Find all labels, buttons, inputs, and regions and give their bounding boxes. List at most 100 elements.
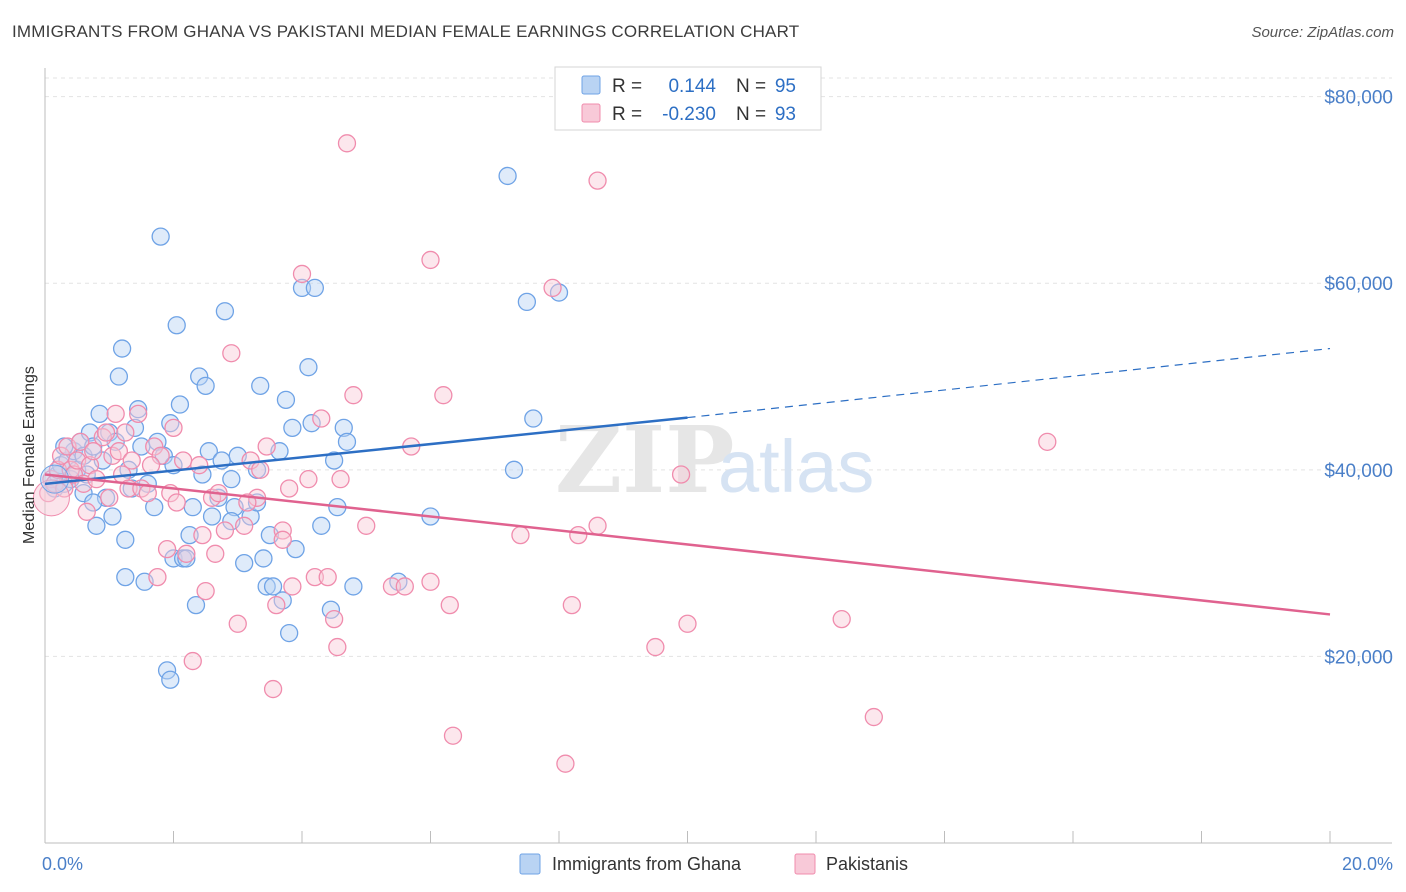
pakistani-point — [96, 423, 116, 442]
pakistani-point — [299, 470, 318, 489]
pakistani-point — [283, 577, 302, 596]
ghana-point — [283, 418, 302, 437]
pakistani-point — [145, 437, 164, 456]
pakistani-point — [569, 525, 588, 545]
x-tick-labels: 0.0% 20.0% — [42, 854, 1393, 874]
pakistani-point — [148, 567, 167, 587]
pakistani-point — [235, 516, 254, 535]
pakistani-point — [193, 525, 212, 545]
pakistani-point — [106, 404, 125, 424]
ghana-point — [109, 367, 129, 386]
pakistani-point — [312, 409, 331, 428]
pakistani-point — [167, 493, 186, 512]
ghana-point — [202, 507, 222, 526]
watermark-zip: ZIP — [555, 406, 734, 514]
pakistani-point — [421, 250, 440, 270]
series-legend: Immigrants from Ghana Pakistanis — [519, 853, 908, 875]
stats-n-label-ghana: N = — [736, 76, 766, 97]
stats-legend-swatch-ghana — [581, 75, 601, 95]
pakistani-point — [84, 442, 103, 461]
pakistani-point — [331, 470, 350, 489]
ghana-point — [254, 549, 273, 568]
pakistani-point — [267, 595, 286, 615]
pakistani-point — [206, 544, 225, 563]
ghana-point — [190, 367, 209, 386]
ghana-point — [257, 577, 276, 596]
pakistani-point — [382, 577, 402, 596]
pakistani-point — [71, 432, 90, 451]
x-tick-label: 0.0% — [42, 854, 83, 874]
ghana-point — [170, 395, 190, 414]
ghana-point — [504, 460, 524, 479]
ghana-point — [199, 442, 218, 461]
pakistani-point — [164, 418, 183, 437]
ghana-point — [116, 530, 135, 549]
pakistani-point — [832, 609, 851, 629]
ghana-point — [177, 549, 196, 568]
pakistani-point — [562, 595, 581, 615]
trend-lines — [44, 347, 1331, 616]
y-axis-label: Median Female Earnings — [21, 366, 38, 544]
pakistani-point — [222, 344, 241, 363]
ghana-point — [251, 376, 270, 396]
ghana-point — [305, 278, 325, 298]
pakistani-point — [263, 679, 283, 699]
pakistani-point — [440, 595, 459, 615]
stats-r-value-pakistanis: -0.230 — [662, 104, 716, 125]
ghana-point — [186, 595, 206, 615]
y-tick-label: $60,000 — [1324, 274, 1393, 295]
source-label: Source: ZipAtlas.com — [1251, 24, 1394, 41]
watermark-atlas: atlas — [718, 425, 874, 508]
pakistani-point — [328, 637, 347, 657]
ghana-point — [74, 484, 93, 503]
pakistani-point — [434, 386, 453, 405]
data-points — [32, 134, 1057, 773]
ghana-point — [498, 166, 517, 186]
pakistani-point — [116, 423, 135, 442]
pakistani-point — [190, 456, 209, 475]
ghana-point — [279, 623, 299, 643]
stats-n-value-ghana: 95 — [775, 76, 796, 97]
y-tick-label: $20,000 — [1324, 647, 1393, 668]
pakistani-point — [228, 614, 247, 633]
ghana-point — [125, 418, 145, 437]
pakistani-point — [678, 614, 697, 633]
ghana-point — [517, 292, 537, 312]
pakistani-point — [32, 479, 70, 517]
series-legend-label-ghana: Immigrants from Ghana — [552, 854, 742, 874]
stats-r-label-ghana: R = — [612, 76, 642, 97]
pakistani-point — [196, 581, 215, 601]
pakistani-point — [109, 442, 129, 461]
pakistani-point — [556, 754, 575, 773]
pakistani-point — [588, 516, 607, 535]
stats-n-label-pakistanis: N = — [736, 104, 766, 125]
ghana-point — [40, 464, 70, 494]
stats-r-value-ghana: 0.144 — [668, 76, 716, 97]
stats-legend-swatch-pakistanis — [581, 103, 601, 123]
ghana-point — [292, 278, 312, 298]
series-legend-swatch-ghana — [519, 853, 541, 875]
ghana-point — [312, 516, 331, 535]
pakistani-point — [157, 539, 177, 559]
ghana-point — [196, 376, 215, 396]
watermark: ZIP atlas — [555, 406, 874, 514]
ghana-point — [286, 539, 305, 559]
ghana-point — [151, 227, 170, 246]
ghana-point — [215, 302, 235, 321]
pakistani-point — [543, 278, 562, 298]
stats-n-value-pakistanis: 93 — [775, 104, 796, 125]
ghana-point — [337, 432, 357, 451]
pakistani-point — [318, 567, 337, 587]
series-legend-swatch-pakistanis — [794, 853, 816, 875]
pakistani-point — [257, 437, 276, 456]
chart-title: IMMIGRANTS FROM GHANA VS PAKISTANI MEDIA… — [12, 22, 800, 41]
y-tick-labels: $20,000 $40,000 $60,000 $80,000 — [1324, 88, 1393, 669]
ghana-point — [276, 390, 296, 410]
pakistani-point — [357, 516, 376, 535]
ghana-point — [180, 525, 199, 545]
y-tick-label: $80,000 — [1324, 88, 1393, 109]
ghana-point — [112, 339, 132, 358]
pakistani-point — [671, 465, 691, 484]
ghana-trend-line — [44, 416, 688, 486]
